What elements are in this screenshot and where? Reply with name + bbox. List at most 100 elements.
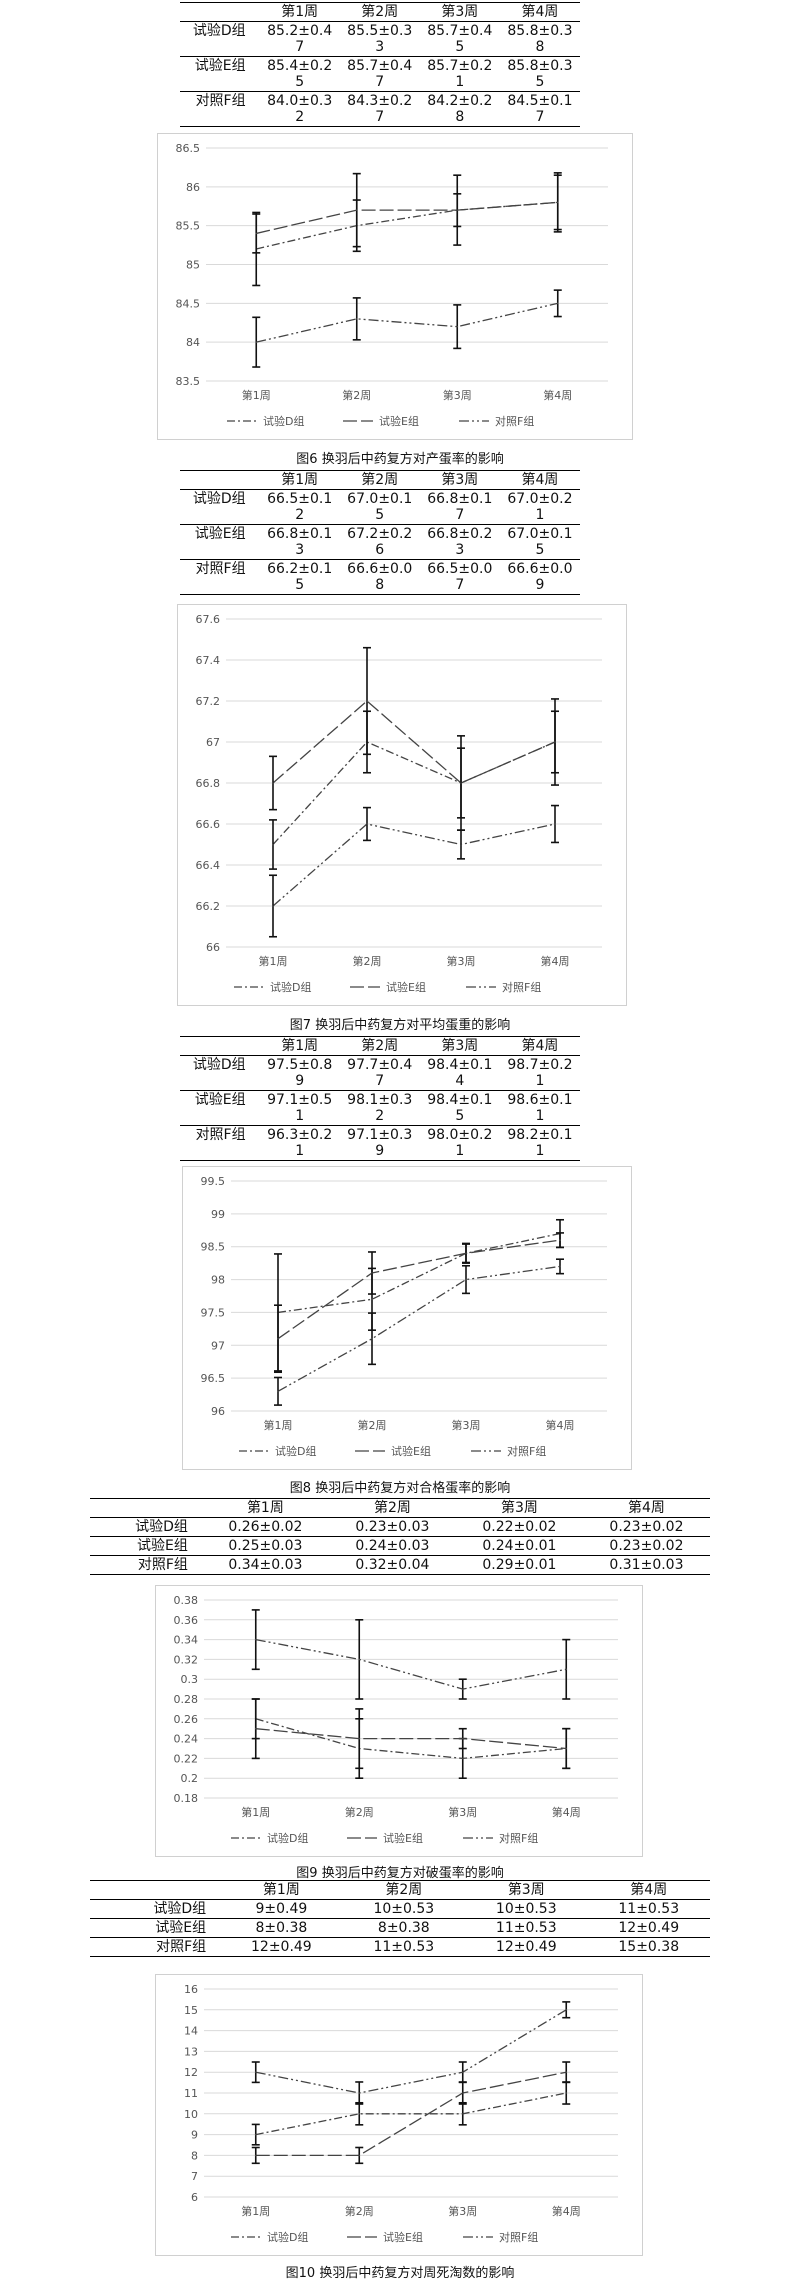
table-header-row: 第1周 第2周 第3周 第4周 (90, 1880, 710, 1900)
column-header: 第3周 (419, 2, 500, 22)
x-tick-label: 第3周 (452, 1418, 481, 1432)
x-tick-label: 第4周 (552, 2204, 581, 2218)
table-cell: 85.7±0.4 5 (419, 21, 500, 57)
series-line (272, 700, 556, 784)
column-header: 第1周 (259, 1036, 340, 1056)
figure-caption: 图6 换羽后中药复方对产蛋率的影响 (296, 452, 504, 467)
row-label: 对照F组 (180, 91, 260, 127)
data-table: 第1周 第2周 第3周 第4周 试验D组 9±0.49 10±0.53 10±0.53 11±0… (90, 1880, 710, 1957)
y-tick-label: 0.18 (174, 1792, 199, 1805)
chart-box-1: 83.5 84 84.5 85 85.5 86 86.5 第1周 第2周 第3周 第4周 试验D组 试验… (157, 133, 633, 440)
table-cell: 67.0±0.1 5 (339, 489, 420, 525)
table-row: 对照F组 96.3±0.2 1 97.1±0.3 9 98.0±0.2 1 98.2±0… (180, 1125, 580, 1161)
y-tick-label: 15 (184, 2004, 198, 2017)
y-tick-label: 0.3 (181, 1673, 199, 1686)
series-line (255, 1728, 567, 1750)
table-row: 试验E组 0.25±0.03 0.24±0.03 0.24±0.01 0.23±0.02 (90, 1536, 710, 1556)
data-point (556, 201, 559, 204)
x-tick-label: 第2周 (358, 1418, 387, 1432)
column-header: 第2周 (339, 1036, 420, 1056)
data-point (366, 700, 368, 702)
column-header: 第1周 (259, 2, 340, 22)
y-tick-label: 85 (186, 259, 200, 272)
y-tick-label: 12 (184, 2066, 198, 2079)
data-point (556, 302, 559, 305)
data-table: 第1周 第2周 第3周 第4周 试验D组 97.5±0.8 9 97.7±0.4 7 98.4… (180, 1036, 580, 1161)
data-point (554, 823, 556, 825)
legend-label: 试验E组 (383, 1831, 423, 1845)
table-cell: 66.8±0.1 3 (259, 524, 340, 560)
figure-caption: 图9 换羽后中药复方对破蛋率的影响 (296, 1866, 504, 1881)
series-line (277, 1265, 561, 1392)
column-header (90, 1880, 221, 1900)
data-point (277, 1337, 279, 1340)
table-cell: 11±0.53 (587, 1899, 710, 1919)
series-line (255, 2009, 567, 2094)
table-cell: 67.0±0.2 1 (499, 489, 580, 525)
y-tick-label: 14 (184, 2025, 198, 2038)
data-point (358, 2154, 361, 2157)
table-cell: 0.23±0.02 (582, 1536, 710, 1556)
series-line (255, 2071, 567, 2157)
legend-label: 试验E组 (386, 980, 426, 994)
series-line (256, 201, 558, 235)
y-tick-label: 67.6 (196, 613, 221, 626)
series-line (255, 1638, 567, 1690)
column-header: 第1周 (259, 470, 340, 490)
x-tick-label: 第1周 (242, 388, 271, 402)
table-row: 试验E组 8±0.38 8±0.38 11±0.53 12±0.49 (90, 1918, 710, 1938)
column-header: 第2周 (342, 1880, 466, 1900)
y-tick-label: 0.38 (174, 1594, 199, 1607)
table-cell: 15±0.38 (587, 1937, 710, 1957)
data-point (461, 2113, 464, 2115)
column-header: 第3周 (465, 1880, 588, 1900)
table-cell: 0.23±0.03 (328, 1517, 456, 1537)
table-cell: 97.1±0.3 9 (339, 1125, 420, 1161)
table-cell: 0.23±0.02 (582, 1517, 710, 1537)
table-cell: 98.4±0.1 5 (419, 1090, 500, 1126)
y-tick-label: 86 (186, 181, 200, 194)
column-header: 第3周 (455, 1498, 583, 1518)
data-point (358, 1658, 361, 1661)
legend-label: 试验E组 (391, 1444, 431, 1458)
row-label: 试验D组 (90, 1517, 202, 1537)
y-tick-label: 67.4 (196, 654, 221, 667)
line-chart: 0.18 0.2 0.22 0.24 0.26 0.28 0.3 0.32 0.34 0.36 0.… (174, 1594, 618, 1845)
line-chart: 96 96.5 97 97.5 98 98.5 99 99.5 第1周 第2周 第3周 第4周试验D组… (201, 1175, 607, 1458)
table-cell: 98.7±0.2 1 (499, 1055, 580, 1091)
table-block-1: 第1周 第2周 第3周 第4周 试验D组 85.2±0.4 7 85.5±0.3 3 85.7… (180, 2, 580, 127)
legend-label: 试验D组 (267, 2230, 308, 2244)
y-tick-label: 9 (191, 2129, 198, 2142)
data-point (254, 2154, 257, 2157)
chart-box-3: 96 96.5 97 97.5 98 98.5 99 99.5 第1周 第2周 第3周 第4周 试验D组… (182, 1166, 632, 1470)
table-cell: 66.6±0.0 9 (499, 559, 580, 595)
chart-box-4: 0.18 0.2 0.22 0.24 0.26 0.28 0.3 0.32 0.34 0.36 0.… (155, 1585, 643, 1857)
table-cell: 98.4±0.1 4 (419, 1055, 500, 1091)
column-header: 第2周 (339, 2, 420, 22)
data-point (355, 318, 358, 320)
data-point (355, 209, 358, 211)
x-tick-label: 第4周 (543, 388, 572, 402)
y-tick-label: 67.2 (196, 695, 221, 708)
legend-label: 试验D组 (267, 1831, 308, 1845)
series-line (272, 741, 556, 845)
row-label: 试验E组 (90, 1536, 202, 1556)
table-cell: 85.7±0.4 7 (339, 56, 420, 92)
table-header-row: 第1周 第2周 第3周 第4周 (180, 470, 580, 490)
table-cell: 0.34±0.03 (201, 1555, 329, 1575)
figure-caption: 图7 换羽后中药复方对平均蛋重的影响 (289, 1018, 511, 1033)
table-header-row: 第1周 第2周 第3周 第4周 (90, 1498, 710, 1518)
column-header: 第4周 (587, 1880, 710, 1900)
x-tick-label: 第4周 (552, 1805, 581, 1819)
y-tick-label: 99.5 (201, 1175, 226, 1188)
y-tick-label: 66.4 (196, 859, 221, 872)
data-point (358, 1737, 361, 1740)
y-tick-label: 16 (184, 1983, 198, 1996)
table-cell: 12±0.49 (587, 1918, 710, 1938)
table-cell: 97.1±0.5 1 (259, 1090, 340, 1126)
series-line (255, 2092, 567, 2136)
table-block-2: 第1周 第2周 第3周 第4周 试验D组 66.5±0.1 2 67.0±0.1 5 66.8… (180, 470, 580, 595)
y-tick-label: 96 (211, 1405, 225, 1418)
data-point (460, 782, 462, 784)
